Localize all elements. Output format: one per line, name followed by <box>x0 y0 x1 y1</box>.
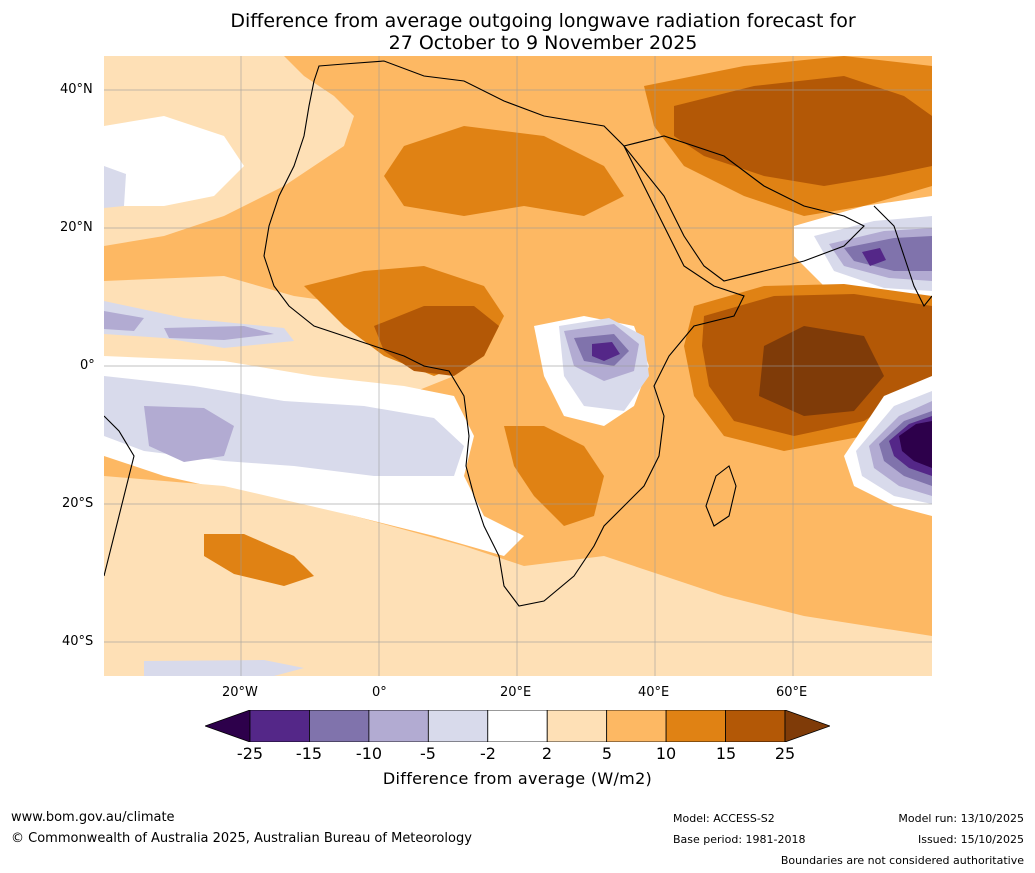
lat-label-0: 0° <box>80 358 95 373</box>
base-period: Base period: 1981-2018 <box>673 833 806 846</box>
lon-label-0: 0° <box>372 685 387 700</box>
colorbar-tick-15: 15 <box>715 744 737 763</box>
coastline-arabia <box>623 135 865 282</box>
lat-label-40n: 40°N <box>60 82 93 97</box>
graticule <box>104 56 932 676</box>
lat-label-20n: 20°N <box>60 220 93 235</box>
colorbar-segment <box>309 710 370 742</box>
orange-region-southern-africa <box>504 426 604 526</box>
colorbar-tick-2: 2 <box>541 744 553 763</box>
map-canvas <box>104 56 932 676</box>
copyright-notice: © Commonwealth of Australia 2025, Austra… <box>11 831 472 846</box>
model-name: Model: ACCESS-S2 <box>673 812 775 825</box>
colorbar-extension-high <box>784 710 830 742</box>
olr-anomaly-map <box>104 56 932 676</box>
brown-core-indian-ocean <box>759 326 884 416</box>
deep-purple-core-east-africa <box>592 342 620 361</box>
model-run-date: Model run: 13/10/2025 <box>898 812 1024 825</box>
colorbar-segment <box>606 710 667 742</box>
deep-purple-core-arabian-sea <box>862 248 886 266</box>
lavender-region-south-atlantic <box>144 406 234 462</box>
coastline-africa <box>263 60 745 607</box>
lon-label-20w: 20°W <box>222 685 258 700</box>
lilac-region-north-atlantic <box>104 166 126 208</box>
website-link[interactable]: www.bom.gov.au/climate <box>11 810 175 825</box>
title-line-2: 27 October to 9 November 2025 <box>388 32 698 54</box>
colorbar <box>205 710 830 742</box>
lon-label-40e: 40°E <box>638 685 670 700</box>
issued-date: Issued: 15/10/2025 <box>917 833 1024 846</box>
colorbar-tick-neg5: -5 <box>420 744 436 763</box>
orange-region-sahara <box>384 126 624 216</box>
chart-title: Difference from average outgoing longwav… <box>0 10 1035 54</box>
lon-label-60e: 60°E <box>776 685 808 700</box>
lat-label-20s: 20°S <box>62 496 94 511</box>
coastline-madagascar <box>705 465 737 527</box>
colorbar-segment <box>427 710 489 742</box>
colorbar-label: Difference from average (W/m2) <box>382 769 653 788</box>
colorbar-extension-low <box>205 710 251 742</box>
colorbar-tick-10: 10 <box>655 744 677 763</box>
dark-orange-region-iran <box>674 76 932 186</box>
coastline-south-america <box>104 415 135 577</box>
colorbar-segment <box>249 710 310 742</box>
white-region-north-atlantic <box>104 116 244 206</box>
colorbar-tick-neg25: -25 <box>236 744 264 763</box>
colorbar-segment <box>725 710 786 742</box>
boundaries-disclaimer: Boundaries are not considered authoritat… <box>780 854 1024 867</box>
lavender-band-equatorial-atlantic <box>104 311 274 340</box>
coastline-india <box>873 205 932 308</box>
title-line-1: Difference from average outgoing longwav… <box>230 10 856 32</box>
colorbar-segment <box>546 710 608 742</box>
pale-orange-band-south <box>104 476 932 676</box>
colorbar-segment <box>368 710 429 742</box>
colorbar-segment <box>487 710 548 742</box>
colorbar-tick-5: 5 <box>601 744 613 763</box>
darkest-purple-core-sw-indian-ocean <box>899 421 932 468</box>
colorbar-tick-neg2: -2 <box>480 744 496 763</box>
lat-label-40s: 40°S <box>62 634 94 649</box>
coastlines <box>104 60 932 607</box>
orange-region-south-atlantic <box>204 534 314 586</box>
lilac-region-far-south <box>144 660 304 676</box>
colorbar-tick-25: 25 <box>774 744 796 763</box>
colorbar-tick-neg15: -15 <box>295 744 323 763</box>
lon-label-20e: 20°E <box>500 685 532 700</box>
colorbar-segment <box>665 710 726 742</box>
colorbar-tick-neg10: -10 <box>355 744 383 763</box>
dark-orange-region-gulf-of-guinea <box>374 306 499 376</box>
purple-region-arabian-sea <box>844 236 932 271</box>
